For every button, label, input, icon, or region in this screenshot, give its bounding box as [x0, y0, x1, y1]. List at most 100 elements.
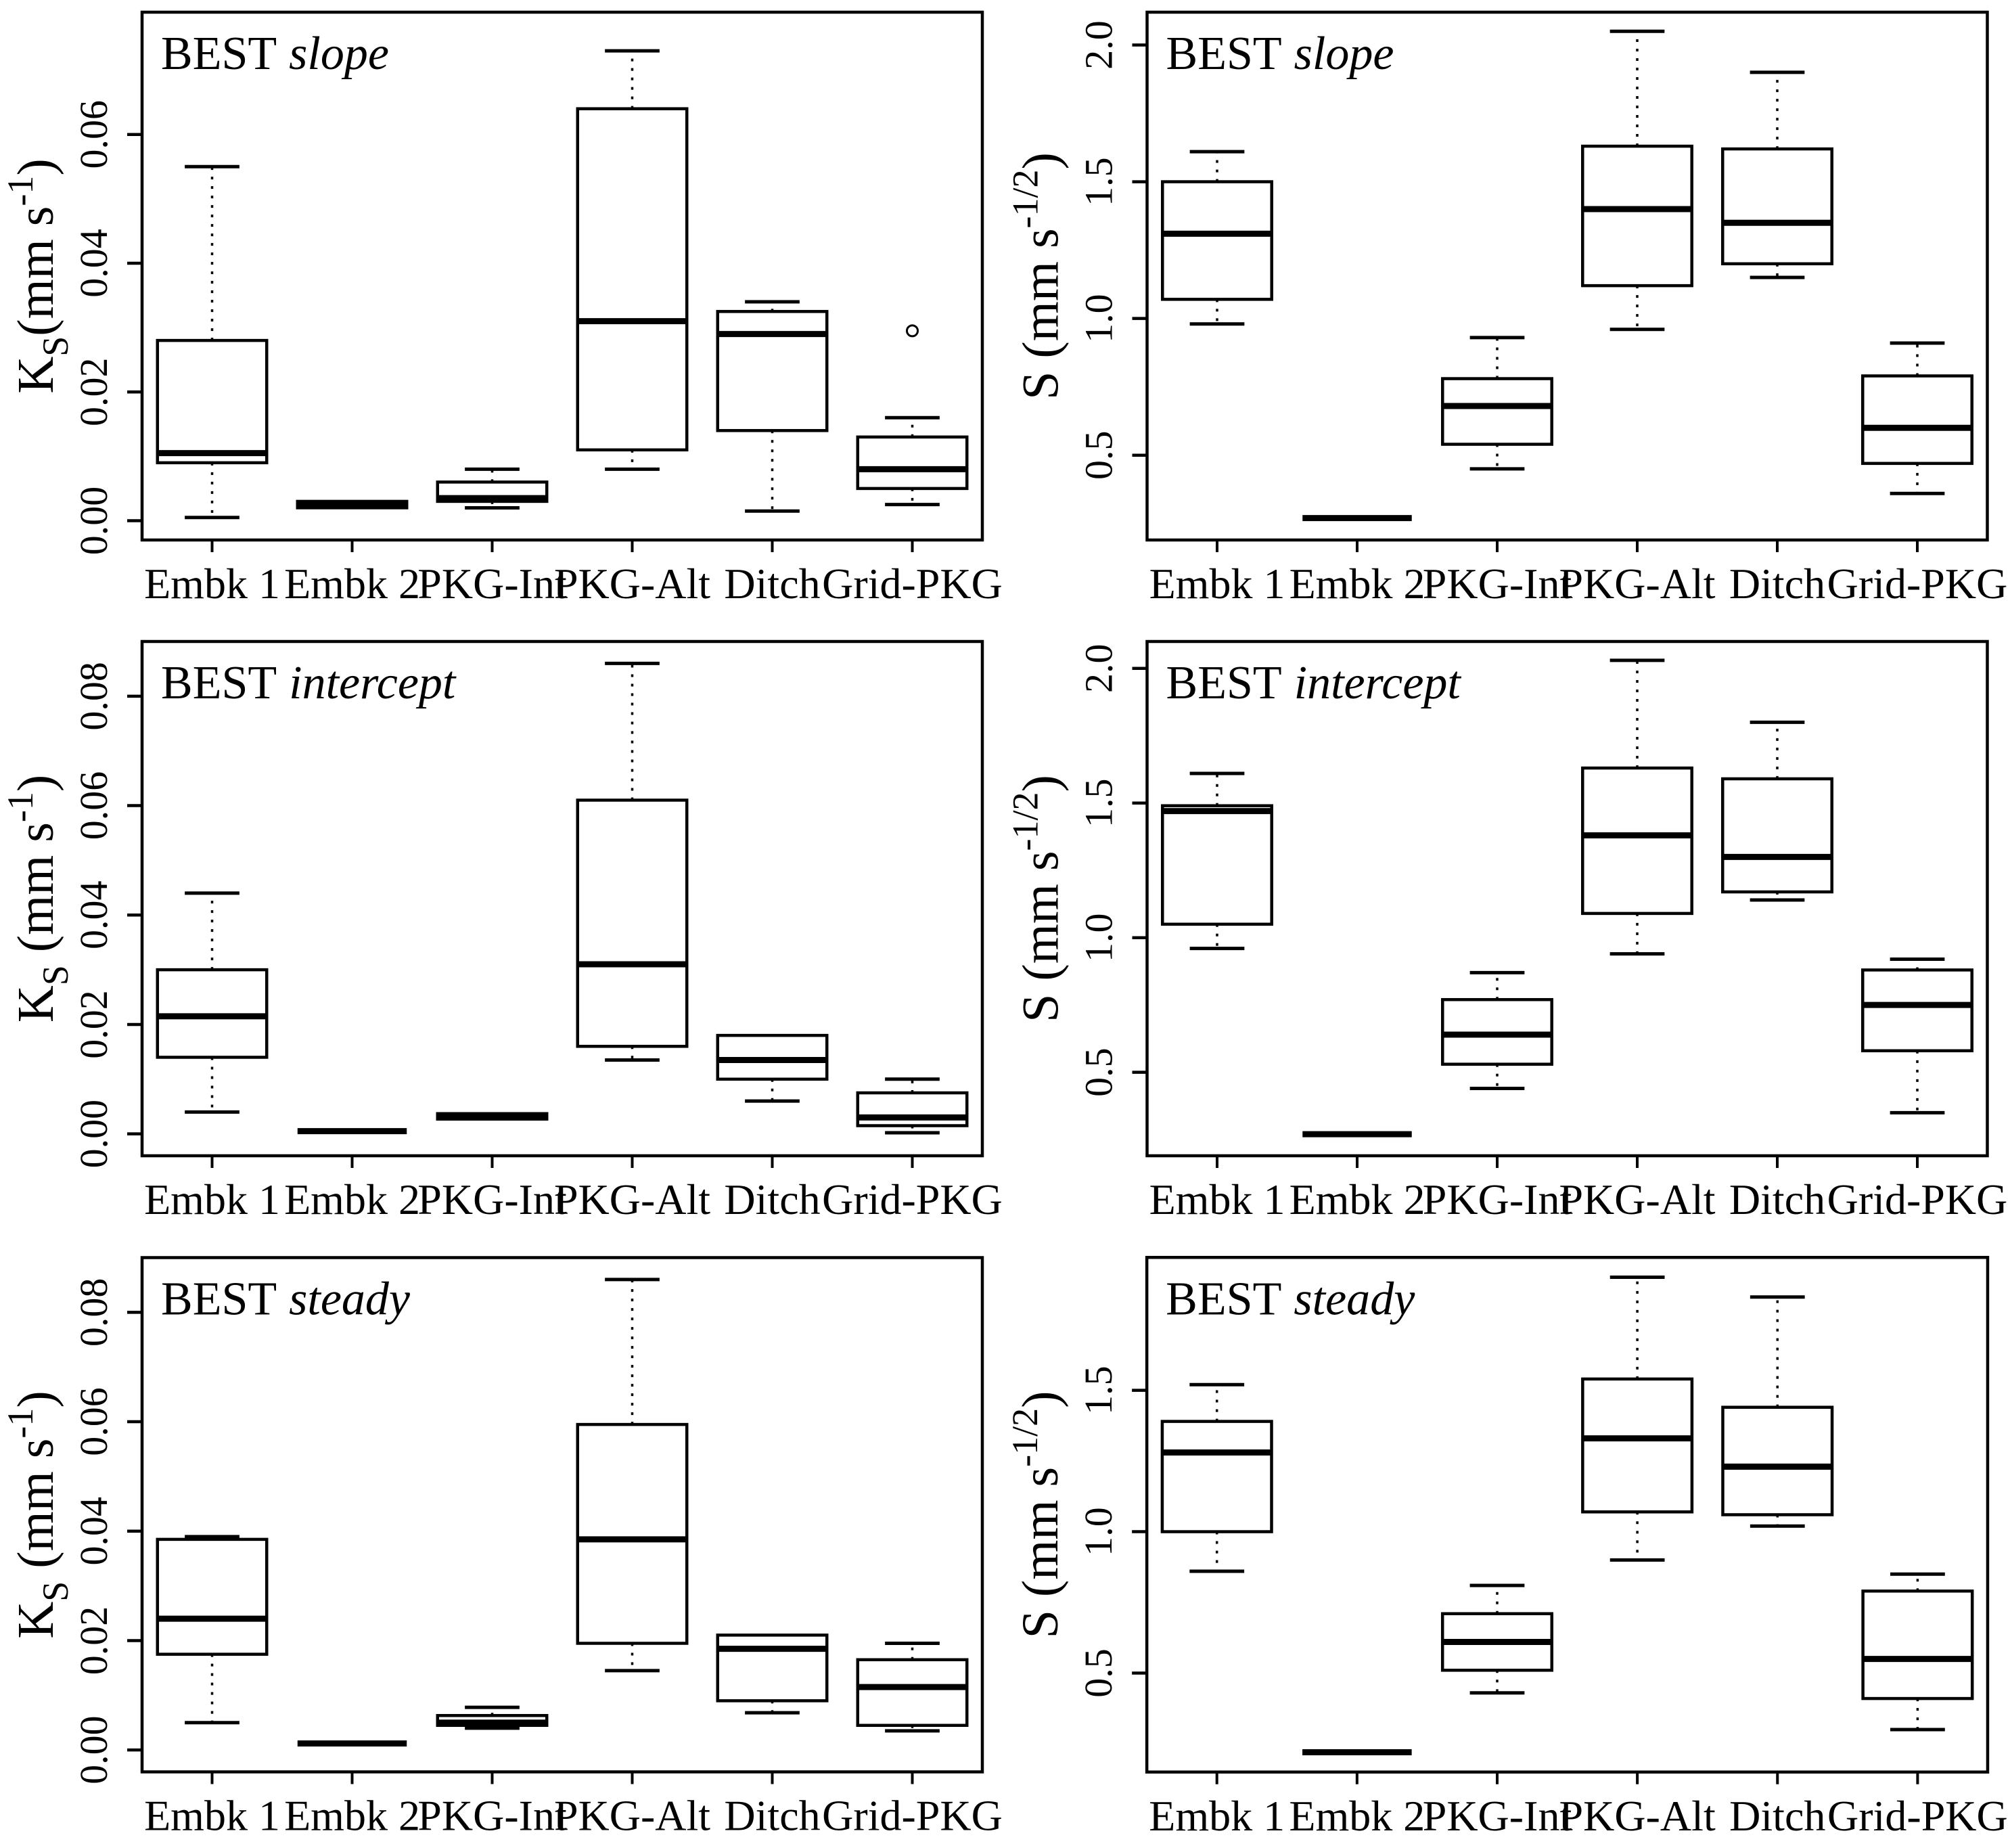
y-tick-label: 2.0 [1077, 20, 1121, 70]
box-pkg-int [436, 1705, 549, 1730]
x-category-label: Grid-PKG [822, 1792, 1003, 1840]
boxplot-svg-s-best-intercept: 0.51.01.52.0S (mm s-1/2)Embk 1 Embk 2PKG-… [1005, 639, 2008, 1223]
box-grid-pkg [1861, 341, 1973, 495]
y-tick-label: 1.0 [1076, 1507, 1120, 1556]
box-ditch [1721, 720, 1833, 902]
boxplot-svg-s-best-steady: 0.5 1.0 1.5S (mm s-1/2) Embk 1 Embk 2PKG-Int… [1005, 1255, 2008, 1840]
box-pkg-alt [576, 1278, 689, 1673]
panel-ks-best-steady: 0.00 0.02 0.04 0.06 0.08 KS (mm s-1) Embk 1 Emb… [0, 1232, 1005, 1848]
boxplot-svg-ks-best-intercept: 0.00 0.02 0.04 0.06 0.08 KS (mm s-1) Embk 1 Emb… [0, 639, 1003, 1223]
box-pkg-alt [576, 49, 689, 471]
y-axis-label: KS(mm s-1) [0, 158, 76, 393]
y-tick-label: 0.00 [72, 1100, 116, 1169]
x-category-label: Grid-PKG [1827, 1792, 2008, 1840]
y-tick-label: 0.06 [72, 1387, 116, 1456]
y-axis-label: S (mm s-1/2) [1005, 775, 1070, 1022]
plot-frame [1145, 1255, 1990, 1774]
iqr-box [1721, 777, 1833, 894]
box-grid-pkg [856, 1077, 969, 1135]
iqr-box [856, 435, 969, 491]
box-grid-pkg [856, 324, 969, 507]
panel-s-best-intercept: 0.5 1.0 1.5 2.0 S (mm s-1/2) Embk 1 Embk 2 PKG-… [1005, 616, 2010, 1232]
box-embk-1 [1161, 150, 1273, 326]
box-ditch [716, 300, 829, 513]
iqr-box [1861, 968, 1973, 1053]
x-category-label: Grid-PKG [822, 1175, 1003, 1223]
iqr-box [1861, 1590, 1974, 1700]
x-category-label: PKG-Alt [554, 1175, 710, 1223]
panel-s-best-slope: 0.5 1.0 1.5 2.0 S (mm s-1/2) Embk 1 Embk 2 PKG-… [1005, 0, 2010, 616]
panel-title: BEST steady [1166, 1273, 1415, 1325]
x-category-label: PKG-Int [417, 1175, 567, 1223]
box-pkg-alt [1581, 1275, 1694, 1562]
x-category-label: Ditch [724, 1175, 820, 1223]
plot-frame [140, 10, 984, 542]
x-category-label: Embk 1 [1149, 560, 1285, 608]
y-tick-label: 0.5 [1077, 430, 1121, 480]
x-category-label: Embk 2 [284, 1792, 420, 1840]
y-tick-label: 1.0 [1077, 913, 1121, 962]
panel-title: BEST slope [161, 28, 389, 80]
x-category-label: Embk 2 [1289, 560, 1425, 608]
x-category-label: Embk 1 [1149, 1175, 1285, 1223]
iqr-box [1160, 1420, 1273, 1533]
x-category-label: Grid-PKG [1827, 1175, 2008, 1223]
y-tick-label: 0.08 [72, 662, 116, 731]
iqr-box [856, 1658, 969, 1728]
y-tick-label: 0.00 [72, 487, 116, 556]
iqr-box [1581, 1377, 1694, 1514]
iqr-box [1581, 144, 1693, 288]
iqr-box [156, 1537, 269, 1656]
boxplot-svg-ks-best-steady: 0.00 0.02 0.04 0.06 0.08 KS (mm s-1) Embk 1 Emb… [0, 1256, 1003, 1840]
x-category-label: Embk 1 [144, 1175, 280, 1223]
x-category-label: Ditch [1729, 1175, 1825, 1223]
y-axis-label: S (mm s-1/2) [1005, 152, 1070, 400]
plot-frame [140, 1256, 984, 1774]
x-category-label: Embk 2 [1289, 1792, 1425, 1840]
box-pkg-alt [1581, 29, 1693, 332]
box-embk-1 [1160, 1382, 1273, 1573]
x-category-label: PKG-Int [1423, 1175, 1572, 1223]
y-tick-label: 0.02 [72, 1606, 116, 1675]
x-category-label: PKG-Alt [554, 560, 710, 608]
y-tick-label: 1.5 [1077, 778, 1121, 828]
y-axis-label: S (mm s-1/2) [1005, 1391, 1069, 1639]
y-tick-label: 0.04 [72, 881, 116, 950]
y-tick-label: 2.0 [1077, 644, 1121, 693]
box-ditch [1721, 70, 1833, 279]
x-category-label: Ditch [1729, 1792, 1825, 1840]
y-tick-label: 1.5 [1076, 1366, 1120, 1415]
y-tick-label: 0.02 [72, 990, 116, 1059]
box-grid-pkg [1861, 957, 1973, 1114]
iqr-box [716, 310, 829, 432]
panel-title: BEST steady [161, 1274, 411, 1326]
box-embk-1 [156, 891, 269, 1114]
x-category-label: Grid-PKG [1827, 560, 2008, 608]
x-category-label: PKG-Alt [554, 1792, 710, 1840]
x-category-label: Embk 2 [1289, 1175, 1425, 1223]
box-pkg-int [1440, 1583, 1554, 1695]
x-category-label: Embk 1 [1149, 1792, 1285, 1840]
box-embk-1 [156, 1535, 269, 1725]
iqr-box [1581, 766, 1693, 916]
box-pkg-int [1441, 970, 1553, 1091]
panel-title: BEST intercept [1166, 657, 1462, 709]
panel-ks-best-intercept: 0.00 0.02 0.04 0.06 0.08 KS (mm s-1) Embk 1 Emb… [0, 616, 1005, 1232]
y-tick-label: 0.06 [72, 100, 116, 169]
iqr-box [1161, 180, 1273, 301]
boxplot-svg-s-best-slope: 0.51.01.52.0S (mm s-1/2)Embk 1 Embk 2PKG-… [1005, 10, 2008, 608]
box-embk-1 [156, 164, 269, 520]
x-category-label: Embk 1 [144, 1792, 280, 1840]
iqr-box [576, 107, 689, 452]
y-tick-label: 0.00 [72, 1715, 116, 1784]
iqr-box [1861, 374, 1973, 466]
x-category-label: Ditch [1729, 560, 1825, 608]
x-category-label: PKG-Int [417, 1792, 567, 1840]
x-category-label: Embk 2 [284, 560, 420, 608]
box-grid-pkg [1861, 1572, 1974, 1732]
iqr-box [576, 1422, 689, 1645]
box-ditch [716, 1033, 829, 1103]
x-category-label: Embk 1 [144, 560, 280, 608]
iqr-box [716, 1633, 829, 1703]
